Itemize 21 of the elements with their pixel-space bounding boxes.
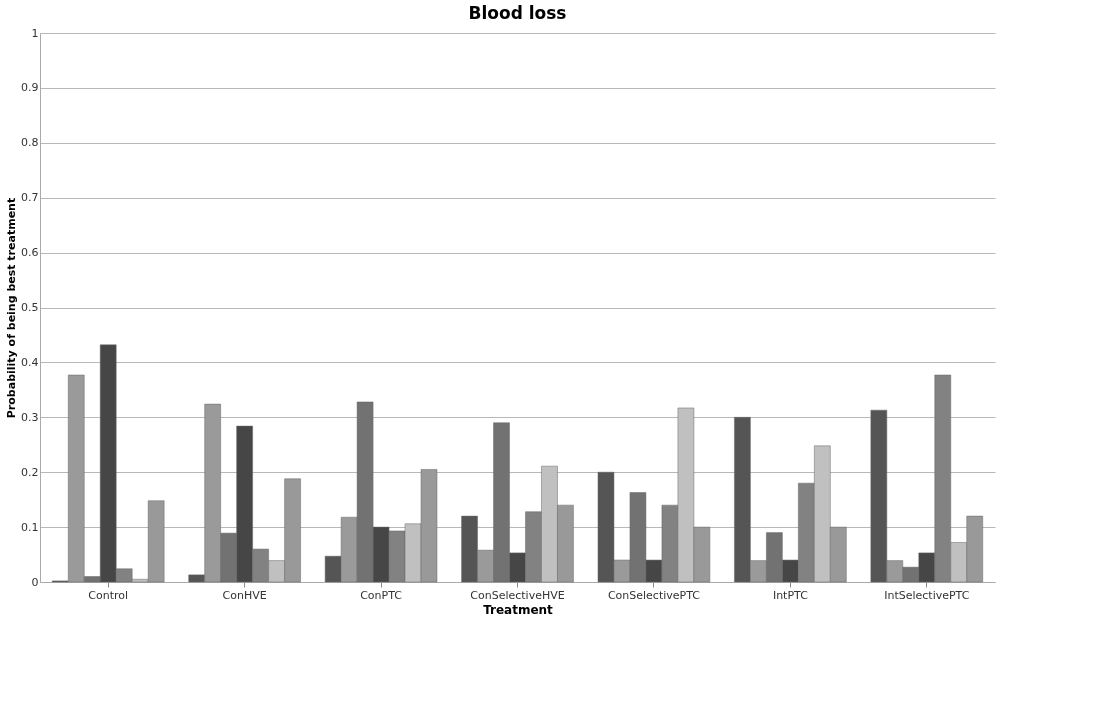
- x-axis-title: Treatment: [483, 602, 554, 617]
- x-tick-label: ConSelectivePTC: [607, 588, 701, 602]
- y-tick-label: 0.6: [21, 246, 39, 260]
- y-axis-title: Probability of being best treatment: [5, 197, 19, 419]
- y-tick-label: 0: [31, 575, 39, 589]
- chart-title: Blood loss: [468, 3, 567, 23]
- y-tick-label: 0.9: [21, 81, 39, 95]
- y-tick-label: 1: [31, 26, 39, 40]
- y-tick-label: 0.4: [21, 355, 39, 369]
- y-tick-label: 0.1: [21, 520, 39, 534]
- x-tick-label: ConPTC: [360, 588, 403, 602]
- y-tick-label: 0.5: [21, 301, 39, 314]
- y-tick-label: 0.7: [21, 191, 39, 205]
- y-tick-label: 0.3: [21, 410, 39, 424]
- y-tick-label: 0.8: [21, 136, 39, 150]
- y-tick-label: 0.2: [21, 465, 39, 479]
- x-tick-label: IntSelectivePTC: [884, 588, 970, 602]
- x-tick-label: Control: [88, 588, 129, 602]
- x-tick-label: ConSelectiveHVE: [470, 588, 565, 602]
- x-tick-label: IntPTC: [772, 588, 809, 602]
- x-tick-label: ConHVE: [222, 588, 267, 602]
